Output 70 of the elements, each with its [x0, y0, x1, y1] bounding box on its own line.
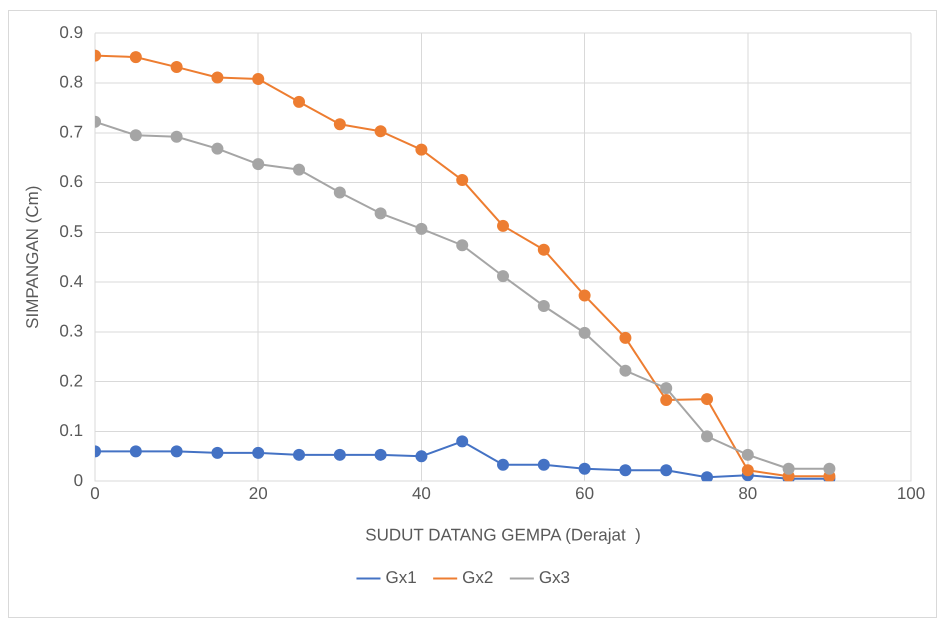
point: [619, 464, 632, 476]
point: [538, 244, 550, 256]
x-axis-title: SUDUT DATANG GEMPA (Derajat ): [365, 525, 641, 544]
x-tick-label: 40: [412, 484, 431, 504]
x-tick-label: 60: [575, 484, 594, 504]
point: [823, 462, 836, 475]
point: [619, 332, 632, 344]
point: [293, 96, 306, 108]
point: [374, 125, 387, 138]
y-tick-label: 0.6: [59, 172, 84, 192]
point: [252, 158, 264, 170]
point: [742, 448, 754, 461]
point: [252, 72, 264, 85]
point: [578, 290, 591, 302]
y-tick-label: 0.4: [59, 272, 84, 291]
point: [782, 462, 795, 475]
point: [660, 394, 672, 406]
point: [211, 446, 224, 459]
point: [374, 207, 387, 220]
y-tick-label: 0.7: [59, 122, 84, 142]
point: [660, 464, 672, 476]
point: [211, 142, 224, 155]
point: [619, 364, 632, 377]
point: [660, 382, 672, 394]
point: [170, 445, 183, 458]
y-axis-title: SIMPANGAN (Cm): [22, 186, 42, 329]
point: [130, 445, 142, 458]
point: [252, 446, 264, 459]
point: [170, 61, 183, 74]
point: [578, 326, 591, 339]
legend-label: Gx3: [538, 568, 570, 588]
point: [170, 130, 183, 143]
point: [742, 464, 754, 476]
point: [456, 239, 468, 252]
point: [293, 164, 306, 176]
y-tick-label: 0.3: [59, 322, 84, 341]
y-tick-label: 0: [74, 470, 84, 490]
y-tick-label: 0.8: [59, 72, 84, 92]
point: [701, 430, 714, 442]
point: [497, 220, 510, 232]
x-tick-label: 20: [248, 484, 268, 504]
legend-label: Gx2: [462, 568, 494, 588]
point: [415, 450, 428, 462]
y-tick-label: 0.9: [59, 22, 84, 42]
y-tick-label: 0.5: [59, 222, 84, 241]
point: [538, 300, 550, 312]
point: [334, 118, 346, 130]
x-tick-label: 80: [738, 484, 758, 504]
point: [374, 448, 387, 461]
legend-label: Gx1: [385, 568, 417, 588]
point: [538, 458, 550, 471]
point: [211, 72, 224, 84]
point: [701, 471, 714, 482]
point: [130, 51, 142, 64]
point: [415, 222, 428, 235]
point: [701, 393, 714, 406]
point: [415, 144, 428, 156]
point: [497, 270, 510, 282]
point: [334, 186, 346, 198]
y-tick-label: 0.2: [59, 371, 84, 390]
point: [456, 174, 468, 186]
x-tick-label: 0: [90, 484, 100, 504]
y-tick-label: 0.1: [59, 421, 84, 440]
point: [456, 435, 468, 448]
point: [334, 448, 346, 461]
point: [130, 129, 142, 142]
point: [578, 462, 591, 475]
point: [293, 448, 306, 461]
point: [497, 458, 510, 471]
x-tick-label: 100: [896, 484, 926, 504]
